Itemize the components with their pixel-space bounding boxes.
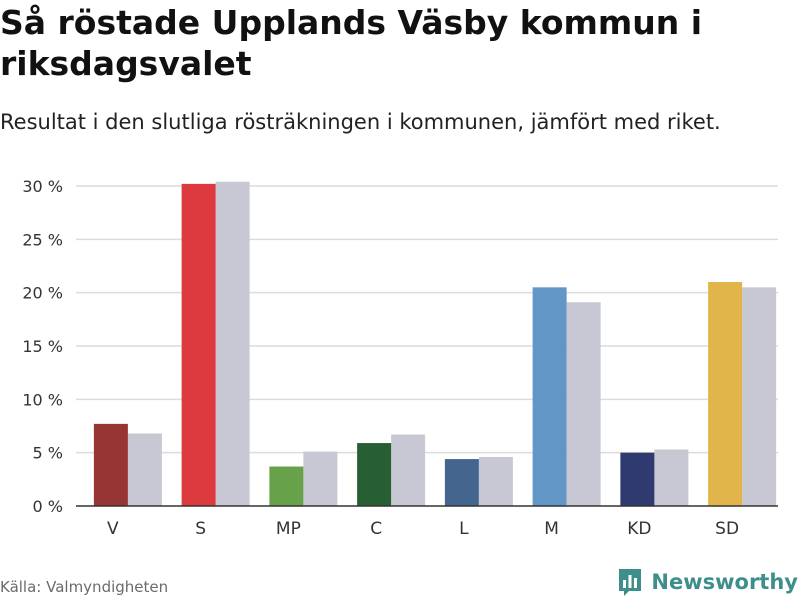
y-tick-label: 25 % <box>22 230 63 249</box>
bar-chart-logo-icon <box>619 569 642 596</box>
y-tick-label: 0 % <box>33 497 63 516</box>
x-tick-label: SD <box>715 519 739 539</box>
y-tick-label: 10 % <box>22 390 63 409</box>
bar-riket-m <box>566 302 601 506</box>
brand-logo: Newsworthy <box>617 566 798 598</box>
x-tick-label: L <box>459 519 469 539</box>
y-axis-tick-labels: 0 % 5 % 10 % 15 % 20 % 25 % 30 % <box>22 177 63 516</box>
bar-riket-c <box>391 434 426 506</box>
bar-riket-mp <box>303 451 338 506</box>
bar-kommun-c <box>357 443 392 506</box>
bar-kommun-mp <box>269 466 304 506</box>
x-tick-label: C <box>370 519 382 539</box>
bar-kommun-sd <box>708 282 743 506</box>
bar-riket-l <box>478 456 513 506</box>
bar-riket-sd <box>742 287 777 506</box>
x-tick-label: V <box>107 519 119 539</box>
y-tick-label: 30 % <box>22 177 63 196</box>
bar-kommun-m <box>532 287 567 506</box>
bar-kommun-v <box>93 423 128 506</box>
bar-chart: 0 % 5 % 10 % 15 % 20 % 25 % 30 % V S MP C L M KD SD <box>22 177 778 539</box>
bar-riket-kd <box>654 449 689 506</box>
x-axis-category-labels: V S MP C L M KD SD <box>107 519 739 539</box>
gridlines <box>76 185 778 454</box>
bar-kommun-s <box>181 183 216 506</box>
chart-subtitle: Resultat i den slutliga rösträkningen i … <box>0 110 721 134</box>
chart-title: Så röstade Upplands Väsby kommun i riksd… <box>0 3 703 83</box>
y-tick-label: 15 % <box>22 337 63 356</box>
bar-kommun-l <box>444 459 479 506</box>
x-tick-label: M <box>544 519 559 539</box>
x-tick-label: S <box>195 519 206 539</box>
bar-riket-v <box>127 433 162 506</box>
bar-kommun-kd <box>620 452 655 506</box>
bars <box>93 181 777 506</box>
source-note: Källa: Valmyndigheten <box>0 578 169 596</box>
y-tick-label: 20 % <box>22 284 63 303</box>
brand-name: Newsworthy <box>651 570 798 594</box>
x-tick-label: KD <box>627 519 651 539</box>
y-tick-label: 5 % <box>33 444 63 463</box>
x-tick-label: MP <box>276 519 301 539</box>
bar-riket-s <box>215 181 250 506</box>
